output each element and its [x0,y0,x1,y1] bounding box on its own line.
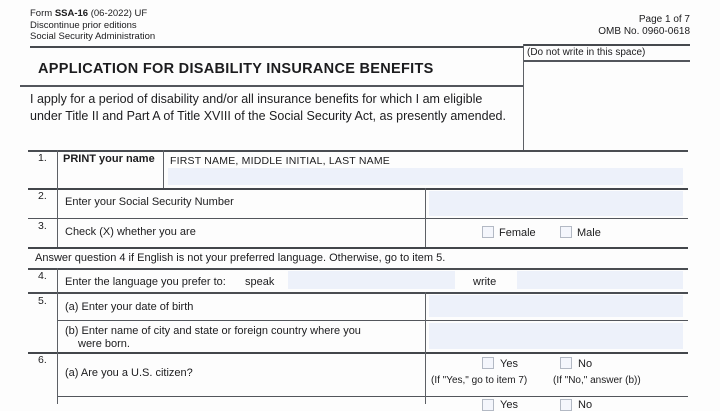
item-6a-label: (a) Are you a U.S. citizen? [65,367,193,379]
item-1-number: 1. [38,152,47,164]
discontinue-note: Discontinue prior editions [30,19,137,31]
item-2-number: 2. [38,190,47,202]
form-number: SSA-16 [54,8,89,19]
form-id-block: Form SSA-16 (06-2022) UF Discontinue pri… [30,8,155,43]
row5a-bottom-line [57,320,688,322]
row6a-bottom-line [57,396,688,398]
item-5b-label-line2: were born. [78,338,130,350]
item-1-label-rest: your name [96,153,155,165]
ssn-input-field[interactable] [429,191,683,216]
date-of-birth-field[interactable] [429,295,683,317]
table-top-line [28,150,688,152]
omb-number: OMB No. 0960-0618 [598,26,690,37]
item-1-label-print: PRINT [63,153,96,165]
birthplace-field[interactable] [429,323,683,349]
citizen-no-hint: (If "No," answer (b)) [553,375,641,386]
item-6b-no-label: No [578,399,593,411]
form-id-suffix: (06-2022) UF [88,8,148,19]
do-not-write-underline [523,60,690,62]
title-underline [20,85,523,87]
note-bottom-line [28,268,688,270]
item-1-label: PRINT your name [63,153,155,165]
intro-paragraph: I apply for a period of disability and/o… [30,92,506,123]
agency-name: Social Security Administration [30,31,156,42]
language-speak-field[interactable] [288,271,455,289]
form-id-line: Form SSA-16 (06-2022) UF [30,8,155,20]
item-4-label: Enter the language you prefer to: [65,276,226,288]
do-not-write-label: (Do not write in this space) [527,47,646,58]
language-write-field[interactable] [517,271,683,289]
item-2-label: Enter your Social Security Number [65,196,234,208]
item-6b-yes-checkbox[interactable] [482,399,494,411]
number-column-divider-lower [57,268,59,404]
citizen-no-label: No [578,358,593,370]
row2-bottom-line [28,218,688,220]
form-id-prefix: Form [30,8,55,19]
citizen-yes-checkbox[interactable] [482,357,494,369]
answer-column-divider-lower [425,292,427,404]
row5-bottom-line [28,352,688,354]
question-4-instruction: Answer question 4 if English is not your… [35,252,446,264]
male-label: Male [577,227,601,239]
item-4-number: 4. [38,270,47,282]
row1-bottom-line [28,188,688,190]
page-number: Page 1 of 7 [638,14,690,25]
name-input-field[interactable] [168,168,683,185]
page-title: APPLICATION FOR DISABILITY INSURANCE BEN… [38,61,434,77]
citizen-yes-label: Yes [500,358,518,370]
citizen-no-checkbox[interactable] [560,357,572,369]
header-underline [30,46,523,48]
answer-column-divider-upper [425,188,427,247]
row1-label-divider [163,150,165,188]
page-meta-block: Page 1 of 7 OMB No. 0960-0618 [530,14,690,38]
female-checkbox[interactable] [482,226,494,238]
row4-bottom-line [28,292,688,294]
speak-label: speak [245,276,275,288]
number-column-divider-upper [57,150,59,247]
item-6b-no-checkbox[interactable] [560,399,572,411]
do-not-write-box-top [523,44,690,46]
female-label: Female [499,227,536,239]
item-1-caption: FIRST NAME, MIDDLE INITIAL, LAST NAME [170,155,390,167]
item-5-number: 5. [38,295,47,307]
item-5b-label-line1: (b) Enter name of city and state or fore… [65,325,361,337]
item-6-number: 6. [38,354,47,366]
row3-bottom-line [28,247,688,249]
item-3-label: Check (X) whether you are [65,226,196,238]
item-6b-yes-label: Yes [500,399,518,411]
do-not-write-box-left [523,44,525,150]
citizen-yes-hint: (If "Yes," go to item 7) [431,375,528,386]
male-checkbox[interactable] [560,226,572,238]
item-3-number: 3. [38,220,47,232]
item-5a-label: (a) Enter your date of birth [65,301,194,313]
write-label: write [473,276,497,288]
